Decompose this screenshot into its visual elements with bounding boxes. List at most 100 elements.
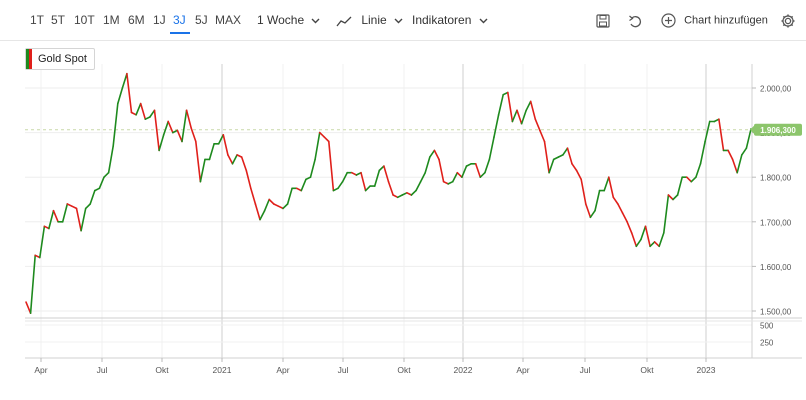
legend-gold-spot[interactable]: Gold Spot [25,48,95,70]
series-segment-up [38,225,46,259]
series-segment-down [718,118,725,152]
series-segment-down [360,171,367,192]
legend-swatch [26,49,32,69]
series-segment-down [630,232,638,248]
series-segment-up [447,180,454,185]
last-price-badge-bg [754,123,802,136]
save-icon[interactable] [596,14,610,28]
series-segment-up [451,171,459,183]
series-segment-down [71,205,78,210]
series-segment-up [525,100,532,112]
series-segment-up [263,198,271,212]
series-segment-down [406,192,413,196]
series-segment-up [410,189,417,196]
chevron-down-icon [394,18,403,24]
series-segment-up [594,189,601,212]
series-segment-down [731,158,739,174]
range-5t[interactable]: 5T [51,13,66,27]
toolbar-divider [0,40,806,41]
series-segment-up [341,171,349,183]
series-segment-up [208,143,215,161]
series-segment-up [419,171,427,183]
series-segment-down [626,221,633,234]
series-segment-up [484,158,491,174]
series-segment-up [107,145,114,174]
series-segment-up [672,194,679,201]
series-segment-up [286,187,293,205]
series-segment-up [740,147,748,156]
series-segment-up [548,158,555,174]
series-segment-up [144,116,151,120]
series-segment-up [713,118,720,123]
series-segment-down [236,154,243,158]
series-segment-up [640,225,647,241]
series-segment-down [727,149,734,161]
undo-icon[interactable] [628,14,642,28]
series-segment-up [704,120,711,143]
series-segment-up [314,131,321,161]
series-segment-up [29,254,37,315]
series-segment-up [355,171,362,176]
series-segment-up [135,102,142,116]
series-segment-up [488,136,495,161]
series-segment-up [589,209,596,219]
series-segment-up [465,163,472,167]
series-segment-down [621,212,628,223]
range-1j[interactable]: 1J [153,13,166,27]
series-segment-down [516,109,523,125]
range-1m[interactable]: 1M [103,13,120,27]
series-segment-down [295,187,303,192]
series-segment-down [539,129,546,143]
range-6m[interactable]: 6M [128,13,145,27]
series-segment-down [240,156,248,172]
series-segment-down [617,203,624,214]
series-segment-up [562,147,569,156]
series-segment-up [300,178,307,192]
series-segment-up [259,209,266,221]
chart-type-dropdown[interactable]: Linie [336,13,403,27]
series-segment-up [181,109,188,143]
series-segment-up [502,91,509,96]
plus-circle-icon [661,13,676,28]
series-segment-down [607,176,615,199]
gear-icon[interactable] [780,13,796,29]
series-segment-down [277,205,284,210]
range-5j[interactable]: 5J [195,13,208,27]
series-segment-up [699,140,706,165]
series-segment-down [34,254,41,259]
range-10t[interactable]: 10T [74,13,95,27]
series-segment-down [667,194,674,201]
series-segment-up [378,165,385,172]
series-segment-down [254,203,261,221]
series-segment-down [185,109,192,129]
interval-dropdown[interactable]: 1 Woche [257,13,320,27]
series-segment-up [497,93,505,116]
range-max[interactable]: MAX [215,13,242,27]
series-segment-up [94,187,101,192]
series-segment-up [745,128,752,149]
series-segment-down [153,109,160,152]
series-segment-down [327,140,335,192]
axis-labels: 2.000,001.900,001.800,001.700,001.600,00… [34,85,802,375]
gold-spot-series [25,72,752,315]
series-segment-down [176,129,183,143]
series-segment-down [195,140,202,183]
series-segment-down [387,180,394,196]
x-tick-label: 2021 [213,365,232,375]
chart-type-label: Linie [361,13,387,27]
range-3j[interactable]: 3J [173,13,186,27]
series-segment-up [424,156,431,174]
add-chart-button[interactable]: Chart hinzufügen [661,13,768,28]
range-1t[interactable]: 1T [30,13,45,27]
chevron-down-icon [311,18,320,24]
line-chart-icon [336,16,352,27]
series-segment-down [529,100,537,120]
series-segment-down [130,111,137,116]
x-tick-label: Okt [397,365,411,375]
indicators-dropdown[interactable]: Indikatoren [412,13,488,27]
series-segment-up [479,171,486,178]
series-segment-down [571,163,578,172]
series-segment-down [433,149,440,161]
series-segment-down [474,163,482,178]
